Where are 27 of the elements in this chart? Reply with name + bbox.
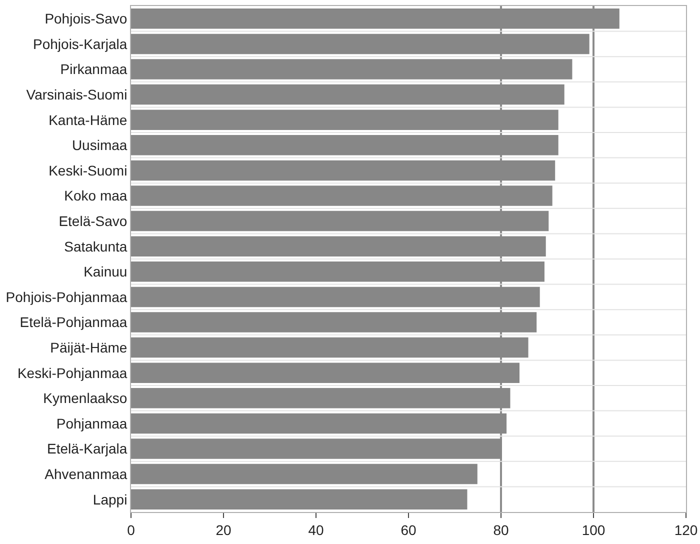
x-tick-label: 80 [493, 522, 509, 538]
x-tick-label: 20 [216, 522, 232, 538]
x-tick-label: 100 [582, 522, 606, 538]
y-tick-label: Pohjois-Pohjanmaa [6, 288, 128, 305]
y-tick-label: Pohjanmaa [56, 415, 128, 432]
y-tick-label: Koko maa [64, 188, 128, 204]
y-tick-label: Kainuu [84, 264, 128, 280]
y-tick-label: Keski-Suomi [48, 162, 128, 178]
x-tick-label: 60 [400, 522, 416, 538]
y-tick-label: Päijät-Häme [50, 339, 128, 356]
x-tick-label: 40 [308, 522, 324, 538]
x-tick-label: 0 [127, 522, 136, 538]
x-tick-label: 120 [674, 522, 698, 538]
y-tick-label: Etelä-Pohjanmaa [20, 314, 128, 330]
y-tick-label: Pohjois-Savo [44, 10, 128, 27]
y-tick-label: Pirkanmaa [60, 61, 128, 78]
y-tick-label: Varsinais-Suomi [26, 86, 128, 102]
y-tick-label: Lappi [92, 491, 128, 508]
y-tick-label: Kymenlaakso [43, 390, 128, 406]
y-tick-label: Etelä-Karjala [47, 440, 128, 457]
y-tick-label: Ahvenanmaa [44, 466, 128, 482]
y-tick-label: Kanta-Häme [48, 112, 128, 128]
y-tick-label: Uusimaa [72, 137, 128, 154]
y-tick-label: Etelä-Savo [58, 212, 128, 229]
y-tick-label: Satakunta [64, 238, 128, 254]
y-tick-label: Pohjois-Karjala [33, 36, 128, 52]
y-tick-label: Keski-Pohjanmaa [17, 364, 128, 381]
